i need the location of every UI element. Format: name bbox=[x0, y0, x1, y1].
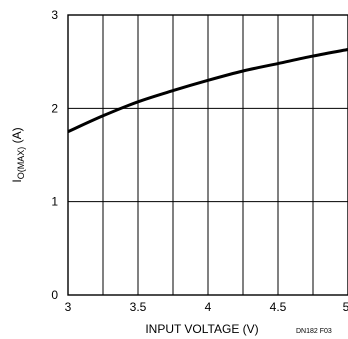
y-tick-label: 0 bbox=[51, 288, 58, 302]
x-tick-label: 3 bbox=[65, 300, 72, 314]
x-tick-label: 4.5 bbox=[270, 300, 287, 314]
x-tick-label: 3.5 bbox=[130, 300, 147, 314]
x-tick-label: 4 bbox=[205, 300, 212, 314]
x-tick-label: 5 bbox=[343, 300, 348, 314]
y-axis-title: IO(MAX) (A) bbox=[10, 127, 26, 182]
y-axis-title-unit: (A) bbox=[10, 127, 24, 146]
y-tick-labels: 0 1 2 3 bbox=[51, 8, 58, 302]
y-tick-label: 1 bbox=[51, 195, 58, 209]
y-axis-title-main: I bbox=[10, 179, 24, 182]
figure-id: DN182 F03 bbox=[296, 328, 332, 335]
y-tick-label: 2 bbox=[51, 101, 58, 115]
x-axis-title: INPUT VOLTAGE (V) bbox=[145, 322, 258, 336]
series-line-0 bbox=[67, 48, 348, 134]
x-tick-labels: 3 3.5 4 4.5 5 bbox=[65, 300, 348, 314]
y-axis-title-subscript: O(MAX) bbox=[16, 147, 26, 180]
plot-frame bbox=[67, 14, 348, 296]
series-layer bbox=[67, 48, 348, 134]
y-tick-label: 3 bbox=[51, 8, 58, 22]
